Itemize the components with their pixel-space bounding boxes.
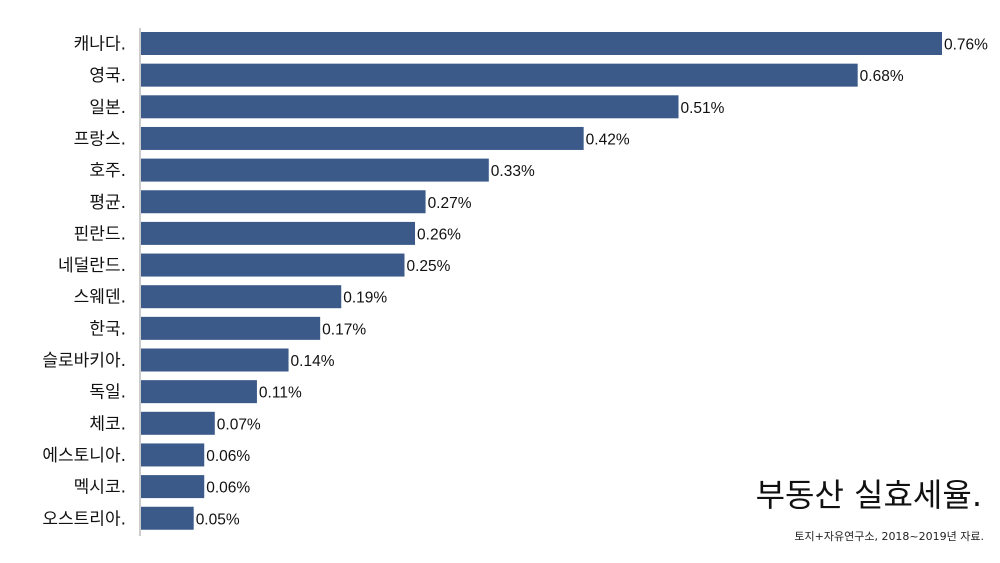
data-label: 0.33% bbox=[491, 163, 535, 180]
category-label: 일본. bbox=[89, 98, 126, 118]
category-label: 영국. bbox=[89, 66, 126, 86]
data-label: 0.25% bbox=[406, 258, 450, 275]
category-label: 슬로바키아. bbox=[42, 351, 126, 371]
category-label: 캐나다. bbox=[74, 35, 126, 55]
category-label: 체코. bbox=[89, 414, 126, 434]
category-label: 오스트리아. bbox=[42, 509, 126, 529]
category-label: 네덜란드. bbox=[58, 256, 126, 276]
bar bbox=[141, 253, 405, 277]
category-label: 독일. bbox=[89, 383, 126, 403]
category-label: 호주. bbox=[89, 161, 126, 181]
category-label: 에스토니아. bbox=[42, 446, 126, 466]
data-label: 0.19% bbox=[343, 290, 387, 307]
bar bbox=[141, 32, 942, 55]
category-label: 프랑스. bbox=[74, 129, 126, 149]
bar bbox=[141, 348, 289, 372]
bar bbox=[141, 285, 342, 309]
data-label: 0.11% bbox=[259, 385, 302, 402]
bar bbox=[141, 475, 205, 499]
category-label: 한국. bbox=[89, 319, 126, 339]
category-label: 스웨덴. bbox=[74, 288, 126, 308]
bar bbox=[141, 411, 215, 435]
data-label: 0.14% bbox=[291, 353, 335, 370]
category-label: 멕시코. bbox=[74, 478, 126, 498]
data-label: 0.06% bbox=[206, 480, 250, 497]
bar bbox=[141, 316, 321, 340]
data-label: 0.06% bbox=[206, 448, 250, 465]
bar bbox=[141, 95, 679, 119]
category-label: 평균. bbox=[89, 193, 126, 213]
chart-title: 부동산 실효세율. bbox=[755, 476, 982, 514]
bar bbox=[141, 443, 205, 467]
bar bbox=[141, 63, 858, 87]
data-label: 0.76% bbox=[944, 37, 988, 54]
data-label: 0.17% bbox=[322, 321, 366, 338]
data-label: 0.26% bbox=[417, 226, 461, 243]
category-label: 핀란드. bbox=[74, 224, 126, 244]
bar bbox=[141, 506, 194, 530]
bar bbox=[141, 126, 584, 150]
chart-source: 토지+자유연구소, 2018~2019년 자료. bbox=[794, 530, 984, 543]
data-label: 0.68% bbox=[860, 68, 904, 85]
data-label: 0.05% bbox=[196, 511, 240, 528]
bar bbox=[141, 221, 416, 245]
data-label: 0.27% bbox=[428, 195, 472, 212]
bar bbox=[141, 158, 489, 182]
bar bbox=[141, 380, 257, 404]
bar bbox=[141, 190, 426, 214]
data-label: 0.51% bbox=[681, 100, 725, 117]
data-label: 0.42% bbox=[586, 131, 630, 148]
data-label: 0.07% bbox=[217, 416, 261, 433]
